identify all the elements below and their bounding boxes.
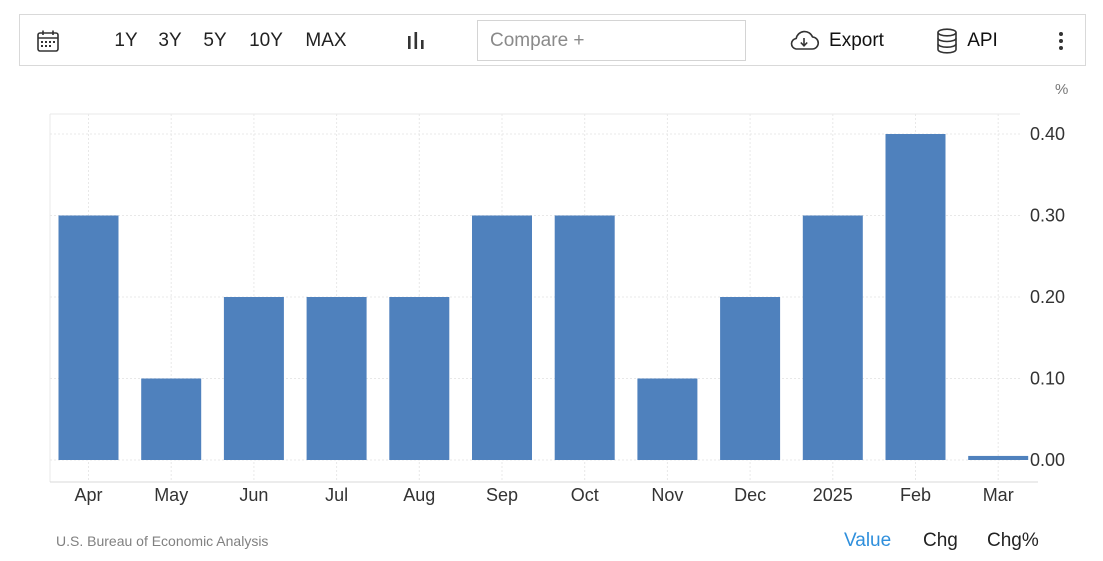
bar-may[interactable] — [141, 378, 202, 461]
mode-value-tab[interactable]: Value — [844, 530, 892, 551]
bar-jul[interactable] — [306, 297, 367, 460]
bar-oct[interactable] — [554, 215, 615, 461]
x-tick-label: Jul — [325, 485, 348, 505]
export-button[interactable]: Export — [786, 15, 886, 67]
x-tick-label: Feb — [900, 485, 931, 505]
y-axis-ticks: 0.00 0.10 0.20 0.30 0.40% — [1030, 81, 1068, 470]
range-10y-button[interactable]: 10Y — [249, 30, 283, 51]
chart-type-button[interactable] — [404, 15, 428, 67]
bar-chart: Apr May Jun Jul Aug Sep Oct Nov Dec 2025 Feb Mar 0.… — [49, 81, 1068, 505]
database-icon — [937, 28, 957, 54]
range-3y-button[interactable]: 3Y — [158, 30, 182, 51]
y-tick-label: 0.20 — [1030, 287, 1065, 307]
range-1y-button[interactable]: 1Y — [114, 30, 138, 51]
bar-apr[interactable] — [58, 215, 119, 461]
api-button[interactable]: API — [932, 15, 1002, 67]
x-tick-label: Dec — [734, 485, 766, 505]
bar-chart-icon — [408, 32, 424, 49]
x-tick-label: Nov — [651, 485, 683, 505]
mode-chg-tab[interactable]: Chg — [923, 530, 958, 551]
x-tick-label: Oct — [571, 485, 599, 505]
bar-2025[interactable] — [802, 215, 863, 461]
calendar-button[interactable] — [34, 15, 62, 67]
x-tick-label: 2025 — [813, 485, 853, 505]
x-tick-label: Aug — [403, 485, 435, 505]
bar-jun[interactable] — [223, 297, 284, 460]
cloud-download-icon — [790, 30, 820, 50]
chart-toolbar: 1Y 3Y 5Y 10Y MAX Export API — [19, 14, 1086, 66]
compare-input[interactable] — [477, 20, 746, 61]
x-tick-label: Sep — [486, 485, 518, 505]
y-tick-label: 0.00 — [1030, 450, 1065, 470]
mode-chg-pct-tab[interactable]: Chg% — [987, 530, 1039, 551]
range-5y-button[interactable]: 5Y — [203, 30, 227, 51]
chart-area: Apr May Jun Jul Aug Sep Oct Nov Dec 2025 Feb Mar 0.… — [0, 66, 1103, 561]
bar-mar[interactable] — [968, 455, 1029, 460]
x-tick-label: May — [154, 485, 188, 505]
y-tick-label: 0.40 — [1030, 124, 1065, 144]
y-tick-label: 0.10 — [1030, 369, 1065, 389]
x-tick-label: Jun — [239, 485, 268, 505]
bar-nov[interactable] — [637, 378, 698, 461]
more-options-button[interactable] — [1051, 15, 1071, 67]
bar-dec[interactable] — [720, 297, 781, 460]
x-tick-label: Apr — [74, 485, 102, 505]
api-label: API — [967, 30, 998, 51]
y-tick-label: 0.30 — [1030, 206, 1065, 226]
export-label: Export — [829, 30, 884, 51]
more-vertical-icon — [1059, 32, 1063, 50]
data-source: U.S. Bureau of Economic Analysis — [56, 533, 269, 549]
x-tick-label: Mar — [983, 485, 1014, 505]
y-unit-label: % — [1055, 81, 1068, 98]
bar-sep[interactable] — [472, 215, 532, 461]
bar-feb[interactable] — [885, 134, 946, 460]
calendar-icon — [37, 30, 59, 52]
x-axis-ticks: Apr May Jun Jul Aug Sep Oct Nov Dec 2025 Feb Mar — [74, 485, 1013, 505]
chart-bars — [58, 134, 1029, 461]
bar-aug[interactable] — [389, 297, 450, 460]
range-max-button[interactable]: MAX — [305, 30, 347, 51]
